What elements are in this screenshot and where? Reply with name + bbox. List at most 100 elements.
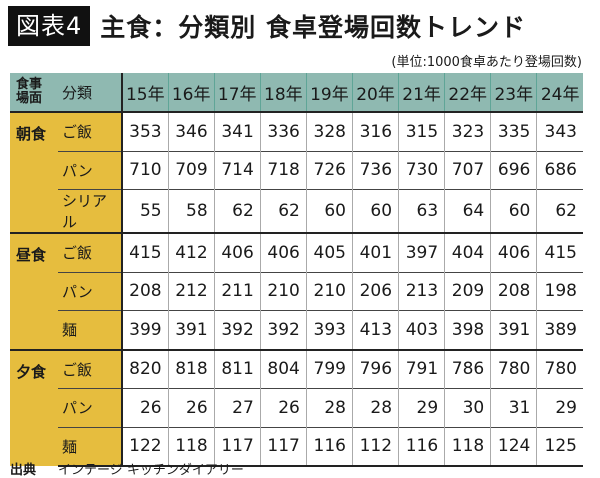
value-cell: 686: [536, 150, 583, 190]
value-cell: 343: [536, 112, 583, 151]
value-cell: 406: [259, 232, 307, 272]
value-cell: 811: [213, 348, 261, 389]
value-cell: 29: [536, 388, 583, 427]
value-cell: 709: [167, 150, 215, 190]
value-cell: 696: [490, 150, 537, 190]
header-year: 22年: [444, 73, 491, 112]
data-table: 食事 場面 分類 15年 16年 17年 18年 19年 20年 21年 22年 …: [10, 73, 583, 467]
value-cell: 818: [167, 348, 215, 389]
value-cell: 412: [167, 232, 215, 272]
header-category: 分類: [58, 73, 122, 112]
value-cell: 415: [536, 232, 583, 272]
figure-badge: 図表4: [8, 6, 91, 46]
value-cell: 353: [120, 112, 169, 151]
value-cell: 791: [398, 348, 445, 389]
table-row: パン 26 26 27 26 28 28 29 30 31 29: [10, 388, 583, 427]
value-cell: 346: [167, 112, 215, 151]
source-note: 出典 インテージ キッチンダイアリー: [10, 459, 266, 478]
value-cell: 820: [120, 348, 169, 389]
value-cell: 413: [351, 310, 399, 350]
value-cell: 60: [305, 189, 353, 233]
value-cell: 736: [351, 150, 399, 190]
value-cell: 730: [398, 150, 445, 190]
value-cell: 389: [536, 310, 583, 350]
table-row: 夕食 ご飯 820 818 811 804 799 796 791 786 780 780: [10, 348, 583, 466]
value-cell: 406: [213, 232, 261, 272]
value-cell: 26: [167, 388, 215, 427]
value-cell: 398: [444, 310, 491, 350]
value-cell: 55: [120, 189, 169, 233]
header-year: 18年: [259, 73, 307, 112]
meal-label: 朝食: [10, 112, 58, 233]
value-cell: 323: [444, 112, 491, 151]
value-cell: 392: [259, 310, 307, 350]
value-cell: 714: [213, 150, 261, 190]
table-row: 昼食 ご飯 415 412 406 406 405 401 397 404 406 415: [10, 232, 583, 350]
value-cell: 26: [120, 388, 169, 427]
table-row: 朝食 ご飯 353 346 341 336 328 316 315 323 335 343: [10, 112, 583, 233]
value-cell: 26: [259, 388, 307, 427]
value-cell: 405: [305, 232, 353, 272]
header-year: 20年: [351, 73, 399, 112]
value-cell: 112: [351, 426, 399, 467]
value-cell: 328: [305, 112, 353, 151]
unit-note: (単位:1000食卓あたり登場回数): [391, 55, 582, 70]
value-cell: 804: [259, 348, 307, 389]
value-cell: 392: [213, 310, 261, 350]
source-text: インテージ キッチンダイアリー: [58, 463, 244, 478]
value-cell: 786: [444, 348, 491, 389]
value-cell: 27: [213, 388, 261, 427]
value-cell: 335: [490, 112, 537, 151]
header-year: 19年: [305, 73, 353, 112]
category-label: 麺: [58, 310, 122, 350]
value-cell: 31: [490, 388, 537, 427]
category-label: ご飯: [58, 232, 122, 272]
value-cell: 206: [351, 271, 399, 311]
value-cell: 401: [351, 232, 399, 272]
value-cell: 125: [536, 426, 583, 467]
value-cell: 726: [305, 150, 353, 190]
header-year: 17年: [213, 73, 261, 112]
value-cell: 118: [444, 426, 491, 467]
value-cell: 397: [398, 232, 445, 272]
value-cell: 62: [536, 189, 583, 233]
value-cell: 391: [167, 310, 215, 350]
value-cell: 30: [444, 388, 491, 427]
table-row: パン 710 709 714 718 726 736 730 707 696 686: [10, 150, 583, 190]
header-meal: 食事 場面: [10, 73, 58, 112]
value-cell: 60: [490, 189, 537, 233]
header-year: 24年: [536, 73, 583, 112]
category-label: パン: [58, 271, 122, 311]
value-cell: 210: [259, 271, 307, 311]
table-row: 麺 399 391 392 392 393 413 403 398 391 389: [10, 310, 583, 350]
value-cell: 212: [167, 271, 215, 311]
value-cell: 796: [351, 348, 399, 389]
value-cell: 208: [490, 271, 537, 311]
value-cell: 117: [213, 426, 261, 467]
value-cell: 393: [305, 310, 353, 350]
value-cell: 213: [398, 271, 445, 311]
value-cell: 62: [259, 189, 307, 233]
category-label: ご飯: [58, 348, 122, 389]
value-cell: 198: [536, 271, 583, 311]
value-cell: 28: [305, 388, 353, 427]
value-cell: 208: [120, 271, 169, 311]
category-label: パン: [58, 150, 122, 190]
value-cell: 122: [120, 426, 169, 467]
title-row: 図表4 主食：分類別 食卓登場回数トレンド: [8, 6, 526, 46]
value-cell: 315: [398, 112, 445, 151]
value-cell: 341: [213, 112, 261, 151]
header-year: 23年: [490, 73, 537, 112]
value-cell: 28: [351, 388, 399, 427]
meal-label: 昼食: [10, 232, 58, 350]
category-label: シリアル: [58, 189, 122, 233]
value-cell: 62: [213, 189, 261, 233]
value-cell: 336: [259, 112, 307, 151]
table-row: 麺 122 118 117 117 116 112 116 118 124 125: [10, 426, 583, 467]
value-cell: 415: [120, 232, 169, 272]
value-cell: 60: [351, 189, 399, 233]
header-year: 21年: [398, 73, 445, 112]
value-cell: 799: [305, 348, 353, 389]
value-cell: 209: [444, 271, 491, 311]
value-cell: 403: [398, 310, 445, 350]
